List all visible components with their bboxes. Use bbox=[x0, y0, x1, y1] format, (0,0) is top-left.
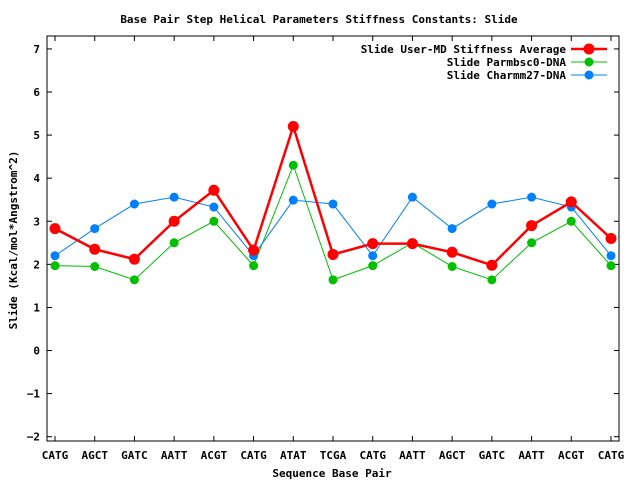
data-point bbox=[406, 238, 418, 250]
data-point bbox=[209, 216, 219, 226]
data-point bbox=[169, 238, 179, 248]
data-point bbox=[327, 248, 339, 260]
data-point bbox=[487, 275, 497, 285]
y-tick-label: 7 bbox=[33, 43, 40, 56]
series-0 bbox=[49, 120, 617, 271]
data-point bbox=[566, 216, 576, 226]
x-tick-label: AGCT bbox=[439, 449, 466, 462]
x-tick-label: AGCT bbox=[81, 449, 108, 462]
data-point bbox=[565, 196, 577, 208]
x-tick-label: CATG bbox=[240, 449, 267, 462]
y-tick-label: −2 bbox=[27, 431, 40, 444]
x-tick-label: AATT bbox=[399, 449, 426, 462]
series-1 bbox=[50, 160, 616, 285]
y-tick-label: 2 bbox=[33, 258, 40, 271]
data-point bbox=[486, 259, 498, 271]
data-point bbox=[606, 251, 616, 261]
legend-marker bbox=[584, 70, 594, 80]
legend-label: Slide Parmbsc0-DNA bbox=[447, 56, 567, 69]
legend-marker bbox=[583, 43, 595, 55]
y-tick-label: 0 bbox=[33, 345, 40, 358]
data-point bbox=[328, 199, 338, 209]
data-point bbox=[49, 223, 61, 235]
data-point bbox=[487, 199, 497, 209]
data-point bbox=[447, 262, 457, 272]
x-tick-label: CATG bbox=[359, 449, 386, 462]
data-point bbox=[209, 202, 219, 212]
data-point bbox=[128, 253, 140, 265]
axes: −2 −1 0 1 2 3 4 5 6 7 CATG AGCT GATC AATT ACGT CATG ATAT… bbox=[27, 35, 625, 462]
legend-label: Slide Charmm27-DNA bbox=[447, 69, 567, 82]
data-point bbox=[90, 224, 100, 234]
data-point bbox=[527, 238, 537, 248]
data-point bbox=[249, 261, 259, 271]
data-point bbox=[248, 244, 260, 256]
x-tick-label: GATC bbox=[479, 449, 506, 462]
x-tick-label: ACGT bbox=[558, 449, 585, 462]
data-point bbox=[367, 238, 379, 250]
y-tick-label: 6 bbox=[33, 86, 40, 99]
plot-frame bbox=[46, 35, 620, 442]
data-point bbox=[368, 251, 378, 261]
data-point bbox=[288, 160, 298, 170]
x-axis-label: Sequence Base Pair bbox=[272, 467, 392, 480]
series-layer bbox=[49, 120, 617, 285]
x-tick-label: CATG bbox=[42, 449, 69, 462]
y-tick-label: 4 bbox=[33, 172, 40, 185]
y-tick-label: −1 bbox=[27, 388, 41, 401]
data-point bbox=[129, 199, 139, 209]
data-point bbox=[89, 243, 101, 255]
x-tick-label: GATC bbox=[121, 449, 148, 462]
x-tick-label: AATT bbox=[161, 449, 188, 462]
data-point bbox=[208, 184, 220, 196]
data-point bbox=[287, 120, 299, 132]
data-point bbox=[50, 261, 60, 271]
data-point bbox=[50, 251, 60, 261]
data-point bbox=[526, 220, 538, 232]
data-point bbox=[407, 192, 417, 202]
data-point bbox=[447, 224, 457, 234]
x-tick-label: AATT bbox=[518, 449, 545, 462]
data-point bbox=[605, 233, 617, 244]
data-point bbox=[288, 195, 298, 205]
y-tick-label: 1 bbox=[33, 301, 40, 314]
y-tick-label: 3 bbox=[33, 215, 40, 228]
legend-marker bbox=[584, 57, 594, 67]
x-tick-label: TCGA bbox=[320, 449, 347, 462]
chart-title: Base Pair Step Helical Parameters Stiffn… bbox=[120, 13, 518, 26]
data-point bbox=[446, 246, 458, 258]
legend-label: Slide User-MD Stiffness Average bbox=[361, 43, 567, 56]
data-point bbox=[168, 215, 180, 227]
y-axis-label: Slide (Kcal/mol*Angstrom^2) bbox=[7, 151, 20, 330]
data-point bbox=[328, 275, 338, 285]
data-point bbox=[129, 275, 139, 285]
data-point bbox=[527, 192, 537, 202]
data-point bbox=[90, 262, 100, 272]
data-point bbox=[368, 261, 378, 271]
data-point bbox=[169, 192, 179, 202]
x-tick-label: ACGT bbox=[201, 449, 228, 462]
series-2 bbox=[50, 192, 616, 261]
y-tick-label: 5 bbox=[33, 129, 40, 142]
x-tick-label: ATAT bbox=[280, 449, 307, 462]
x-tick-label: CATG bbox=[598, 449, 625, 462]
data-point bbox=[606, 261, 616, 271]
